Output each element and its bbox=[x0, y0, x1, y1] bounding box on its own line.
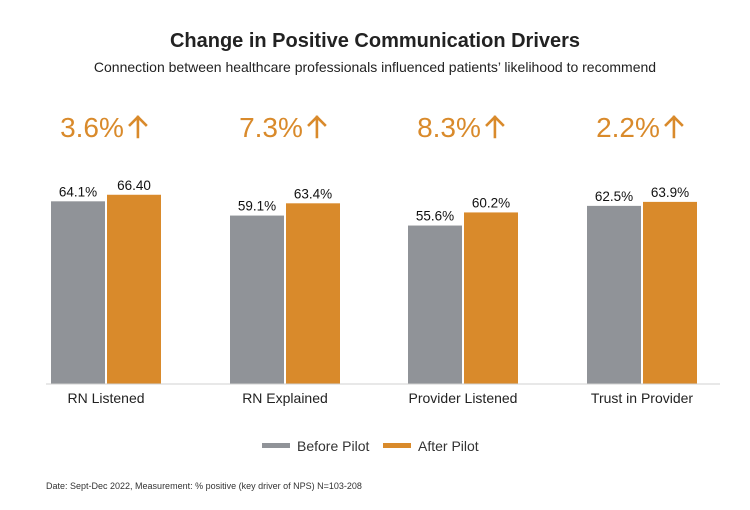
bar-before-pilot-provider-listened bbox=[408, 225, 462, 384]
category-label-rn-explained: RN Explained bbox=[242, 390, 328, 406]
bar-group: 64.1% 66.40 59.1% 63.4% 55.6% 60.2% 62.5% 63.9% bbox=[51, 178, 697, 384]
data-label-after-pilot-trust-in-provider: 63.9% bbox=[651, 185, 689, 200]
delta-label-trust-in-provider: 2.2% bbox=[596, 112, 660, 143]
category-label-provider-listened: Provider Listened bbox=[409, 390, 518, 406]
legend-label-after-pilot: After Pilot bbox=[418, 438, 479, 454]
legend: Before Pilot After Pilot bbox=[262, 438, 479, 454]
arrow-up-icon bbox=[307, 115, 327, 139]
data-label-after-pilot-provider-listened: 60.2% bbox=[472, 195, 510, 210]
arrow-up-icon bbox=[664, 115, 684, 139]
legend-swatch-after-pilot bbox=[383, 443, 411, 448]
data-label-before-pilot-trust-in-provider: 62.5% bbox=[595, 189, 633, 204]
footnote: Date: Sept-Dec 2022, Measurement: % posi… bbox=[46, 481, 362, 491]
data-label-before-pilot-rn-listened: 64.1% bbox=[59, 184, 97, 199]
delta-label-rn-listened: 3.6% bbox=[60, 112, 124, 143]
delta-label-provider-listened: 8.3% bbox=[417, 112, 481, 143]
bar-after-pilot-rn-listened bbox=[107, 194, 161, 384]
chart-title: Change in Positive Communication Drivers bbox=[170, 30, 580, 52]
data-label-after-pilot-rn-explained: 63.4% bbox=[294, 186, 332, 201]
arrow-up-icon bbox=[128, 115, 148, 139]
data-label-before-pilot-rn-explained: 59.1% bbox=[238, 199, 276, 214]
bar-before-pilot-rn-explained bbox=[230, 215, 284, 384]
legend-swatch-before-pilot bbox=[262, 443, 290, 448]
delta-group: 3.6% 7.3% 8.3% 2.2% bbox=[60, 112, 684, 143]
bar-after-pilot-trust-in-provider bbox=[643, 201, 697, 384]
bar-after-pilot-rn-explained bbox=[286, 203, 340, 384]
data-label-after-pilot-rn-listened: 66.40 bbox=[117, 178, 151, 193]
delta-label-rn-explained: 7.3% bbox=[239, 112, 303, 143]
category-labels: RN Listened RN Explained Provider Listened… bbox=[67, 390, 693, 406]
bar-after-pilot-provider-listened bbox=[464, 212, 518, 384]
legend-label-before-pilot: Before Pilot bbox=[297, 438, 369, 454]
chart-subtitle: Connection between healthcare profession… bbox=[94, 59, 656, 75]
bar-before-pilot-trust-in-provider bbox=[587, 205, 641, 384]
arrow-up-icon bbox=[485, 115, 505, 139]
data-label-before-pilot-provider-listened: 55.6% bbox=[416, 209, 454, 224]
category-label-rn-listened: RN Listened bbox=[67, 390, 144, 406]
category-label-trust-in-provider: Trust in Provider bbox=[591, 390, 694, 406]
bar-before-pilot-rn-listened bbox=[51, 201, 105, 384]
